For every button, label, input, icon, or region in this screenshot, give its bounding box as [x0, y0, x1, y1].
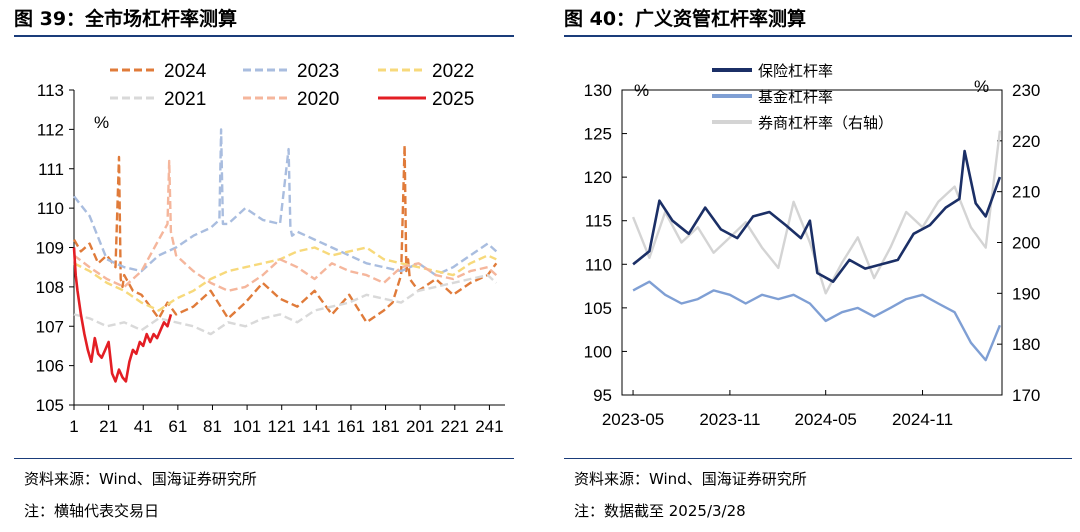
- left-y-tick-label: 109: [36, 239, 64, 258]
- left-x-tick-label: 101: [233, 417, 261, 436]
- left-x-tick-label: 61: [168, 417, 187, 436]
- right-note: 注：数据截至 2025/3/28: [574, 502, 746, 520]
- left-series-2025: [72, 247, 173, 383]
- right-left-unit: %: [634, 81, 649, 100]
- left-legend-label-2022: 2022: [432, 61, 474, 82]
- left-legend-label-2025: 2025: [432, 89, 474, 110]
- left-legend-label-2023: 2023: [297, 61, 339, 82]
- left-x-tick-label: 1: [69, 417, 78, 436]
- left-x-tick-label: 241: [475, 417, 503, 436]
- left-y-unit: %: [94, 113, 109, 132]
- right-series-line-1: [632, 280, 1002, 362]
- right-x-tick-label: 2023-11: [699, 410, 760, 429]
- right-right-tick-label: 230: [1012, 81, 1040, 100]
- left-x-tick-label: 121: [268, 417, 296, 436]
- left-chart-title: 图 39：全市场杠杆率测算: [14, 8, 238, 30]
- right-x-tick-label: 2024-05: [794, 410, 856, 429]
- right-right-tick-label: 210: [1012, 183, 1040, 202]
- left-y-tick-label: 105: [36, 396, 64, 415]
- right-legend-label-2: 券商杠杆率（右轴）: [758, 115, 893, 132]
- left-source: 资料来源：Wind、国海证券研究所: [24, 470, 257, 488]
- right-left-tick-label: 130: [584, 81, 612, 100]
- left-series-2020: [73, 159, 498, 293]
- right-right-tick-label: 180: [1012, 335, 1040, 354]
- left-x-tick-label: 41: [134, 417, 153, 436]
- right-legend-label-0: 保险杠杆率: [758, 63, 833, 80]
- right-series-line-0: [632, 149, 1002, 283]
- left-y-tick-label: 110: [37, 199, 64, 218]
- right-right-tick-label: 170: [1012, 386, 1040, 405]
- left-legend-label-2020: 2020: [297, 89, 339, 110]
- right-left-tick-label: 125: [584, 125, 612, 144]
- left-foot-rule: [14, 458, 514, 459]
- right-left-tick-label: 115: [585, 212, 612, 231]
- left-series-2024: [72, 143, 498, 324]
- left-y-tick-label: 106: [36, 357, 64, 376]
- right-x-tick-label: 2024-11: [892, 410, 953, 429]
- left-y-tick-label: 112: [37, 120, 64, 139]
- right-chart-title: 图 40：广义资管杠杆率测算: [564, 8, 807, 30]
- left-y-tick-label: 107: [36, 317, 64, 336]
- right-left-tick-label: 100: [584, 342, 612, 361]
- left-y-tick-label: 108: [36, 278, 64, 297]
- right-title-rule: [564, 35, 1072, 37]
- right-x-tick-label: 2023-05: [602, 410, 664, 429]
- left-x-tick-label: 201: [406, 417, 434, 436]
- left-series-2021: [73, 273, 498, 336]
- left-title-rule: [14, 35, 514, 37]
- left-legend-label-2021: 2021: [164, 89, 206, 110]
- right-legend-label-1: 基金杠杆率: [758, 89, 833, 106]
- right-left-tick-label: 120: [584, 168, 612, 187]
- left-x-tick-label: 221: [441, 417, 469, 436]
- left-x-tick-label: 21: [99, 417, 118, 436]
- right-right-unit: %: [974, 77, 989, 96]
- right-foot-rule: [564, 458, 1072, 459]
- left-series-2022: [73, 246, 497, 312]
- left-legend-label-2024: 2024: [164, 61, 207, 82]
- right-left-tick-label: 95: [593, 386, 612, 405]
- left-y-tick-label: 111: [38, 160, 64, 179]
- right-chart: 95 100 105 110 115 120 125 130 170 180 190 200 210 22…: [584, 63, 1041, 429]
- left-x-tick-label: 161: [337, 417, 365, 436]
- right-right-tick-label: 190: [1012, 284, 1040, 303]
- right-source: 资料来源：Wind、国海证券研究所: [574, 470, 807, 488]
- left-series-2023: [73, 128, 498, 277]
- left-note: 注：横轴代表交易日: [24, 502, 160, 520]
- right-left-tick-label: 110: [585, 255, 612, 274]
- left-y-tick-label: 113: [37, 81, 64, 100]
- left-x-tick-label: 81: [203, 417, 222, 436]
- right-left-tick-label: 105: [584, 299, 612, 318]
- left-x-tick-label: 181: [371, 417, 399, 436]
- right-right-tick-label: 220: [1012, 132, 1040, 151]
- left-x-tick-label: 141: [302, 417, 330, 436]
- right-right-tick-label: 200: [1012, 234, 1040, 253]
